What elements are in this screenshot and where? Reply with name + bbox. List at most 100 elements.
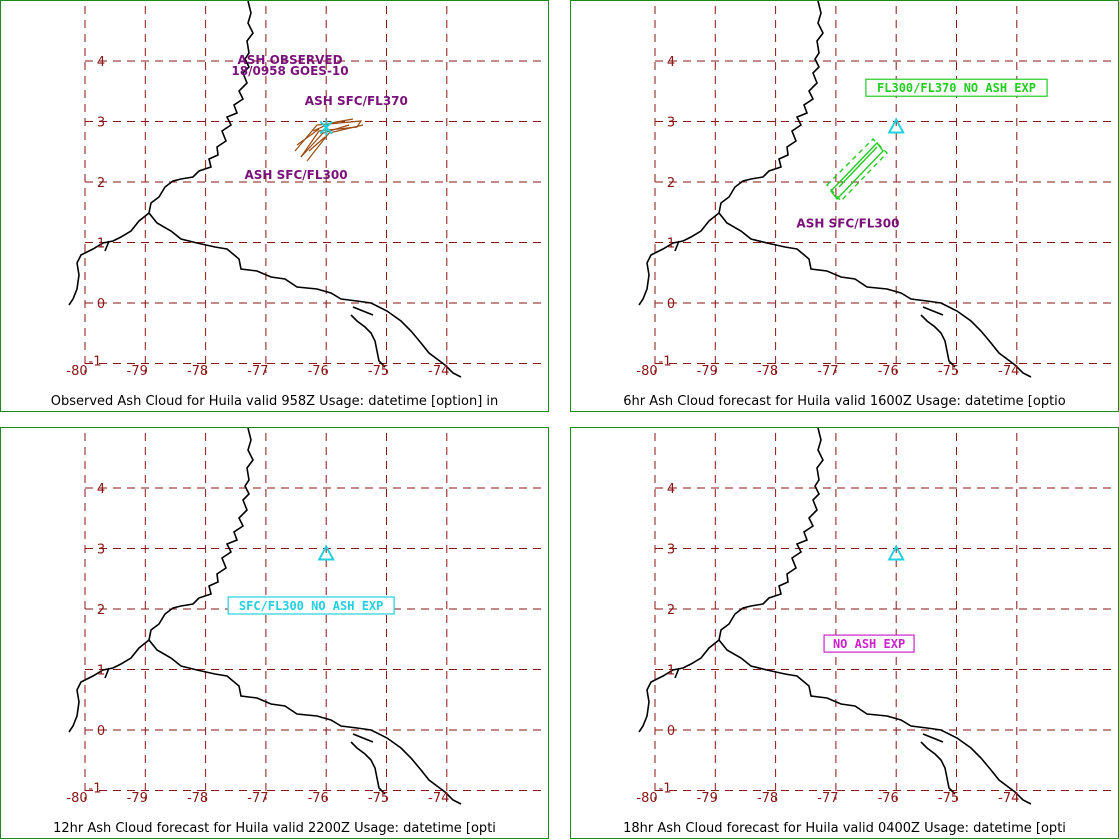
panel-caption: 6hr Ash Cloud forecast for Huila valid 1… [623,394,1066,409]
lat-tick-label: -1 [89,782,102,797]
ash-label: ASH SFC/FL300 [245,168,348,182]
graticule [654,433,1111,800]
lat-tick-label: 2 [97,603,105,618]
border-line [674,240,680,252]
border-line [718,428,1032,805]
lon-tick-label: -80 [636,791,657,806]
lat-tick-label: 4 [97,55,105,70]
graticule [84,6,541,373]
lon-tick-label: -80 [66,364,87,379]
ash-polygon [830,141,884,201]
panel-caption: Observed Ash Cloud for Huila valid 958Z … [50,394,499,409]
lat-tick-label: 0 [97,724,105,739]
border-line [352,733,374,743]
lat-tick-label: 2 [667,176,675,191]
lat-tick-label: 3 [667,116,675,131]
border-line [68,212,150,306]
border-line [920,741,956,795]
ash-map-18hr: -80 -79 -78 -77 -76 -75 -74 -1 0 1 2 3 4 NO ASH EXP [636,428,1111,806]
lon-tick-label: -77 [247,791,268,806]
ash-contour [294,120,363,158]
lat-tick-label: -1 [659,355,672,370]
lat-tick-label: 1 [97,237,105,252]
lon-tick-label: -79 [127,791,148,806]
lon-tick-label: -74 [428,791,449,806]
panel-caption: 12hr Ash Cloud forecast for Huila valid … [53,821,496,836]
lat-tick-label: 0 [667,724,675,739]
lon-tick-label: -76 [878,791,899,806]
lon-tick-label: -76 [308,791,329,806]
lat-tick-label: 4 [667,55,675,70]
graticule [84,433,541,800]
lon-tick-label: -80 [66,791,87,806]
graticule [654,6,1111,373]
lon-tick-label: -79 [697,791,718,806]
ash-contour [838,146,878,188]
lat-tick-label: 2 [97,176,105,191]
lat-tick-label: 3 [667,543,675,558]
lon-tick-label: -75 [938,364,959,379]
ash-map-12hr: -80 -79 -78 -77 -76 -75 -74 -1 0 1 2 3 4 SFC/FL300 NO… [66,428,541,806]
lat-tick-label: 4 [97,482,105,497]
ash-polygon-dashed [826,138,888,203]
lon-tick-label: -78 [757,791,778,806]
border-line [104,667,110,679]
lon-tick-label: -76 [878,364,899,379]
lon-tick-label: -77 [817,364,838,379]
volcano-triangle-icon [887,117,905,134]
ash-contour [300,124,350,158]
lat-tick-label: -1 [89,355,102,370]
border-line [718,1,1032,378]
ash-contour [308,136,326,152]
panel-caption: 18hr Ash Cloud forecast for Huila valid … [623,821,1066,836]
lon-tick-label: -79 [127,364,148,379]
lon-tick-label: -78 [187,364,208,379]
map-panel-observed: -80 -79 -78 -77 -76 -75 -74 -1 0 1 2 3 4 ASH OBSERVED… [0,0,549,412]
lon-tick-label: -78 [757,364,778,379]
tick-labels: -80 -79 -78 -77 -76 -75 -74 -1 0 1 2 3 4 [636,55,1019,379]
border-line [352,306,374,316]
lon-tick-label: -75 [368,791,389,806]
coastline [638,428,1032,805]
border-line [148,1,462,378]
ash-cloud-observed [294,118,364,162]
border-line [922,306,944,316]
coastline [68,1,462,378]
border-line [922,733,944,743]
ash-contour [306,124,364,162]
label-box [227,596,395,615]
map-panel-6hr: -80 -79 -78 -77 -76 -75 -74 -1 0 1 2 3 4 ASH SFC/FL30… [570,0,1119,412]
lat-tick-label: 2 [667,603,675,618]
ash-contour [296,128,320,146]
coastline [638,1,1032,378]
volcano-triangle-icon [317,544,335,561]
border-line [68,639,150,733]
lat-tick-label: 4 [667,482,675,497]
ash-label: ASH SFC/FL300 [796,216,899,230]
border-line [638,212,720,306]
lat-tick-label: 3 [97,543,105,558]
map-panel-18hr: -80 -79 -78 -77 -76 -75 -74 -1 0 1 2 3 4 NO ASH EXP 1… [570,427,1119,839]
ash-label: ASH SFC/FL370 [305,94,408,108]
lon-tick-label: -78 [187,791,208,806]
ash-label: ASH OBSERVED [238,53,343,67]
label-box [865,78,1048,97]
lon-tick-label: -79 [697,364,718,379]
lon-tick-label: -77 [817,791,838,806]
border-line [148,428,462,805]
lat-tick-label: 3 [97,116,105,131]
coastline [68,428,462,805]
lon-tick-label: -74 [428,364,449,379]
advisory-box-label: SFC/FL300 NO ASH EXP [239,599,384,613]
lon-tick-label: -74 [998,791,1019,806]
lat-tick-label: 1 [667,237,675,252]
ash-map-observed: -80 -79 -78 -77 -76 -75 -74 -1 0 1 2 3 4 ASH OBSERVED… [66,1,541,379]
lat-tick-label: 0 [97,297,105,312]
border-line [638,639,720,733]
lat-tick-label: -1 [659,782,672,797]
border-line [674,667,680,679]
lon-tick-label: -80 [636,364,657,379]
border-line [104,240,110,252]
lon-tick-label: -75 [368,364,389,379]
lat-tick-label: 1 [97,664,105,679]
